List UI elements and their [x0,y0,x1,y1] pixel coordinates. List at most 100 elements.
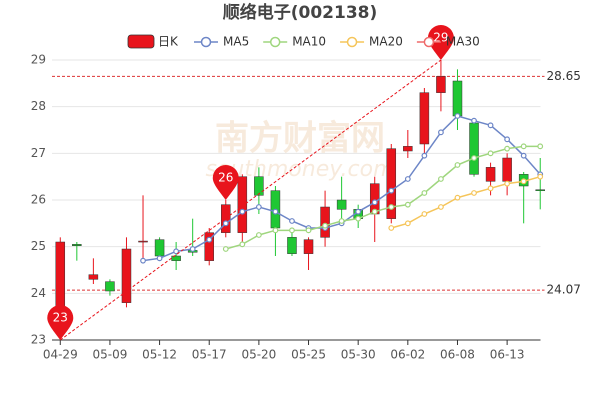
ma-point [156,255,163,262]
ma-point [421,152,428,159]
pin-label: 26 [218,171,233,185]
ma-point [487,150,494,157]
pin-marker: 23 [47,305,74,340]
pin-marker: 29 [427,25,454,61]
ma-point [371,199,378,206]
ma-point [322,222,328,229]
candle-body [154,239,165,257]
ma-point [454,162,461,168]
ma-point [173,248,180,255]
pin-marker: 26 [212,165,239,200]
trend-line [59,59,442,341]
y-tick-label: 25 [31,239,46,253]
legend-marker [269,36,281,48]
x-tick-label: 06-08 [440,348,475,362]
ma-point [388,187,395,194]
ma-point [222,246,229,252]
y-tick-label: 23 [31,333,46,347]
candle-body [535,189,545,191]
pin-shape [47,305,74,340]
ma-point [355,215,362,222]
ma-point [272,227,279,234]
candle-body [436,76,446,93]
candle-body [171,255,181,261]
ma-point [255,232,262,238]
ma-point [454,113,461,119]
legend: 日K MA5 MA10 MA20 MA30 [127,34,480,49]
x-tick-label: 06-13 [490,348,525,362]
y-tick-label: 24 [31,286,46,300]
ma-point [239,208,246,215]
ma-point [471,155,477,161]
legend-marker [346,36,358,48]
ref-label: 28.65 [547,69,581,83]
candle-body [254,176,264,196]
y-tick-label: 28 [31,99,46,113]
legend-label: 日K [158,35,179,49]
candle-body [105,281,115,292]
ma-point [520,143,527,150]
legend-label: MA20 [369,35,403,49]
ma-line [391,175,541,229]
x-tick-label: 05-12 [142,348,177,362]
ma-point [239,241,246,248]
ma-point [404,201,411,208]
legend-marker [423,36,435,48]
ma-point [206,236,213,243]
ma-point [520,152,527,159]
pin-label: 23 [53,311,68,325]
ma-point [438,176,444,182]
legend-swatch [127,34,155,49]
ma-point [421,211,428,217]
ma-point [305,227,312,234]
ref-label: 24.07 [547,283,581,297]
ma-point [438,204,444,210]
ma-point [338,218,345,224]
ma-point [504,180,511,187]
ma-point [438,129,444,136]
candle-body [72,244,82,246]
candle-body [320,206,330,238]
chart-title: 顺络电子(002138) [223,2,378,23]
ma-point [487,122,494,129]
pin-label: 29 [433,31,448,45]
ma-point [289,227,295,234]
ma-point [255,204,262,210]
candle-body [485,167,496,182]
y-tick-label: 26 [31,193,46,207]
watermark: 南方财富网 [215,119,385,159]
x-tick-label: 05-25 [291,348,326,362]
ma-point [355,208,362,215]
ma-point [140,257,146,264]
y-tick-label: 29 [31,53,46,67]
candle-body [138,240,148,243]
ma-point [471,190,477,196]
ma-point [537,173,544,180]
candle-body [204,232,214,261]
candle-body [336,199,347,210]
candle-body [303,239,314,254]
ma-point [487,185,494,192]
ma-point [421,190,428,196]
ma-point [504,136,511,143]
ma-point [222,220,229,227]
candle-body [403,146,413,152]
pin-shape [212,165,239,200]
y-tick-label: 27 [31,146,46,160]
candle-body [469,122,479,175]
ma-point [520,178,527,185]
candle-body [452,80,463,117]
ma-point [189,246,196,252]
candle-body [419,92,430,145]
legend-label: MA10 [292,35,326,49]
x-tick-label: 05-20 [241,348,276,362]
legend-label: MA30 [446,35,480,49]
candle-body [287,237,297,254]
ma-point [404,176,411,182]
x-tick-label: 05-09 [92,348,127,362]
ma-point [471,117,477,124]
ma-point [289,218,295,224]
ma-point [272,208,279,215]
candle-body [237,176,248,233]
legend-marker [200,36,212,48]
